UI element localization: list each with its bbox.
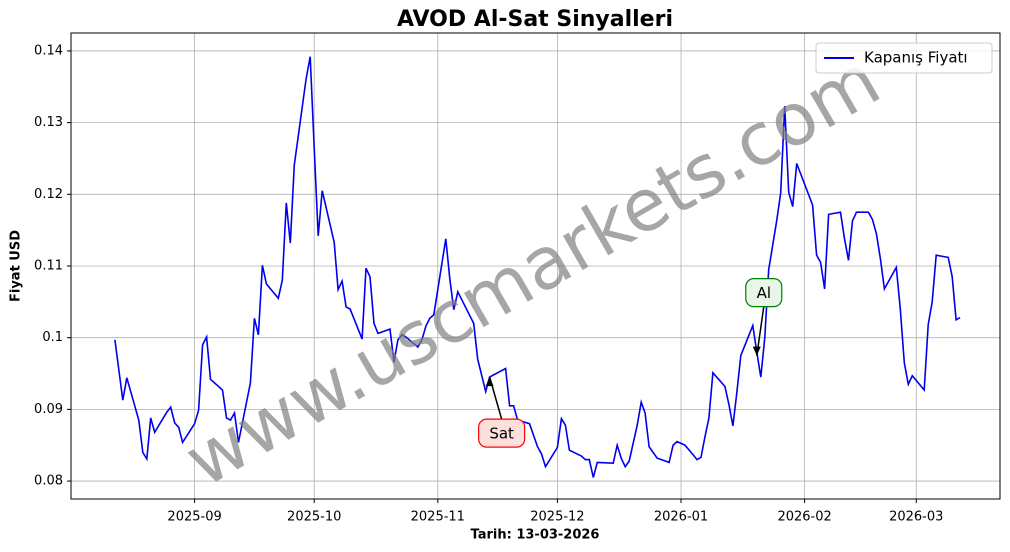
x-tick-label: 2026-01 [654,510,708,525]
x-tick-label: 2025-12 [530,510,584,525]
plot-frame [70,32,1001,500]
x-tick-label: 2025-10 [287,510,341,525]
y-tick-label: 0.08 [34,474,63,489]
y-tick-label: 0.09 [34,402,63,417]
y-tick-label: 0.12 [34,187,63,202]
y-tick-label: 0.1 [42,330,63,345]
annotation-arrowhead [752,346,761,356]
x-tick-label: 2026-03 [889,510,943,525]
x-tick-label: 2026-02 [777,510,831,525]
y-tick-label: 0.14 [34,43,63,58]
annotation-arrowhead [485,377,494,387]
legend-label: Kapanış Fiyatı [864,49,968,67]
x-axis-label: Tarih: 13-03-2026 [471,528,600,543]
x-tick-label: 2025-09 [167,510,221,525]
price-line [114,56,961,478]
y-tick-label: 0.11 [34,259,63,274]
y-axis-label: Fiyat USD [9,230,24,302]
annotation-box [478,418,526,448]
annotation-box [745,278,783,308]
y-tick-label: 0.13 [34,115,63,130]
x-tick-label: 2025-11 [411,510,465,525]
annotation-label: Sat [489,425,514,443]
chart-title: AVOD Al-Sat Sinyalleri [397,7,673,32]
annotation-label: Al [757,284,771,302]
legend-box [815,42,993,74]
